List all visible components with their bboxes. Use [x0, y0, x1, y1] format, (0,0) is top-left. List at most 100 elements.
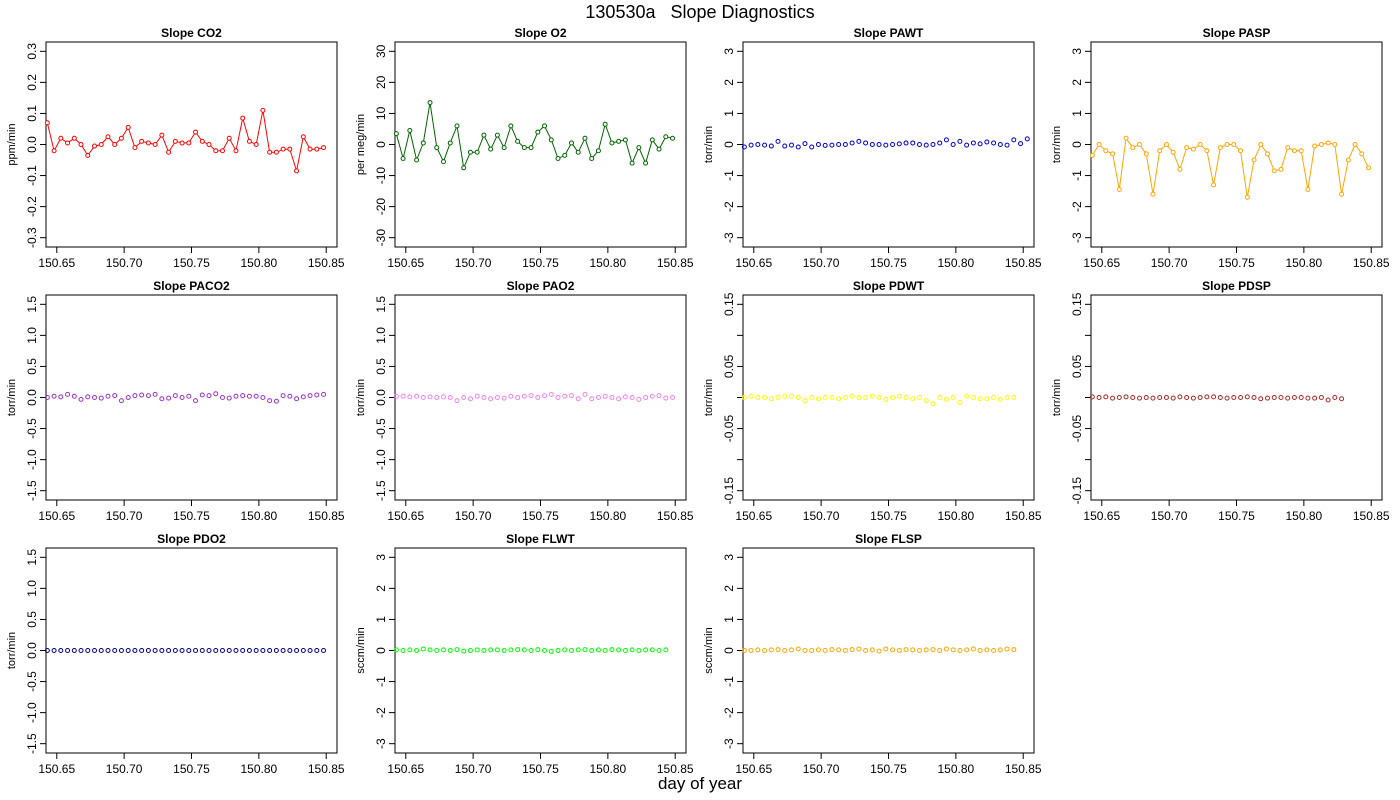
x-tick-label: 150.65: [38, 509, 75, 523]
data-point: [616, 647, 622, 653]
data-point: [44, 395, 50, 400]
data-point: [535, 129, 541, 135]
data-point: [836, 142, 842, 147]
data-point: [92, 648, 97, 653]
data-point: [172, 138, 178, 144]
x-tick-label: 150.75: [522, 256, 559, 270]
y-tick-label: -1.5: [25, 480, 39, 501]
y-tick-label: 0.05: [1070, 354, 1084, 378]
y-tick-label: 2: [1070, 79, 1084, 86]
y-tick-label: -1.0: [25, 449, 39, 470]
data-point: [92, 143, 97, 149]
x-tick-label: 150.85: [1005, 256, 1042, 270]
data-point: [58, 394, 64, 400]
data-point: [977, 141, 983, 147]
data-point: [213, 391, 219, 397]
data-point: [393, 647, 399, 653]
data-point: [1271, 395, 1277, 400]
data-point: [1130, 395, 1136, 400]
data-point: [314, 146, 320, 152]
y-tick-label: -1.0: [374, 449, 388, 470]
y-tick-label: -0.2: [25, 196, 39, 217]
panel-title: Slope PACO2: [153, 279, 230, 293]
data-point: [1285, 395, 1291, 401]
y-tick-label: 3: [722, 554, 736, 561]
data-point: [233, 648, 239, 653]
data-point: [321, 145, 327, 151]
data-point: [260, 395, 266, 400]
y-tick-label: 1.0: [374, 327, 388, 344]
data-point: [1339, 396, 1345, 402]
data-point: [575, 396, 581, 402]
data-point: [1305, 187, 1311, 193]
data-point: [65, 391, 71, 397]
y-tick-label: 1.0: [25, 580, 39, 597]
data-point: [199, 138, 205, 144]
data-point: [643, 160, 649, 166]
y-tick-label: -2: [1070, 201, 1084, 212]
data-point: [1177, 166, 1183, 172]
x-tick-label: 150.80: [938, 256, 975, 270]
y-tick-label: -1: [722, 170, 736, 181]
data-point: [434, 648, 440, 653]
data-point: [508, 393, 514, 399]
data-point: [795, 646, 801, 652]
data-point: [314, 648, 320, 653]
data-point: [775, 647, 781, 653]
data-point: [991, 648, 997, 653]
data-point: [294, 168, 300, 174]
data-point: [105, 393, 111, 399]
plot-frame: [742, 294, 1035, 501]
y-tick-label: 0.0: [25, 389, 39, 406]
data-point: [179, 140, 185, 146]
data-point: [515, 395, 521, 400]
data-point: [815, 142, 821, 147]
data-point: [454, 398, 460, 404]
data-point: [762, 142, 768, 148]
data-point: [542, 393, 548, 399]
x-tick-label: 150.75: [870, 256, 907, 270]
data-point: [1366, 165, 1372, 171]
data-point: [467, 648, 473, 653]
data-point: [930, 142, 936, 147]
y-tick-label: 0.2: [25, 74, 39, 91]
data-point: [782, 648, 788, 653]
data-point: [508, 647, 514, 653]
data-point: [741, 648, 747, 653]
data-point: [112, 142, 118, 147]
data-point: [622, 648, 628, 653]
y-tick-label: -1.0: [25, 702, 39, 723]
data-point: [842, 648, 848, 653]
data-point: [461, 648, 467, 654]
data-point: [842, 395, 848, 400]
x-tick-label: 150.70: [803, 509, 840, 523]
data-point: [407, 128, 413, 134]
plot-frame: [394, 547, 687, 754]
data-point: [957, 648, 963, 653]
data-point: [501, 145, 507, 151]
data-point: [1224, 142, 1230, 147]
data-point: [488, 396, 494, 402]
data-point: [916, 648, 922, 653]
data-point: [762, 395, 768, 400]
data-point: [542, 123, 548, 129]
plot-frame: [394, 41, 687, 248]
y-axis-label: torr/min: [355, 379, 367, 416]
data-point: [85, 394, 91, 400]
data-point: [267, 648, 273, 653]
data-point: [1325, 397, 1331, 403]
x-tick-label: 150.85: [1353, 509, 1390, 523]
data-point: [1143, 395, 1149, 400]
data-point: [1137, 142, 1142, 147]
y-tick-label: 3: [1070, 48, 1084, 55]
x-tick-label: 150.75: [173, 509, 210, 523]
y-tick-label: 0.5: [25, 611, 39, 628]
data-point: [1325, 140, 1331, 146]
data-point: [1271, 168, 1277, 174]
data-point: [782, 393, 788, 399]
y-tick-label: -1.5: [374, 480, 388, 501]
data-point: [1352, 142, 1358, 147]
data-point: [51, 393, 57, 399]
data-point: [775, 138, 781, 144]
